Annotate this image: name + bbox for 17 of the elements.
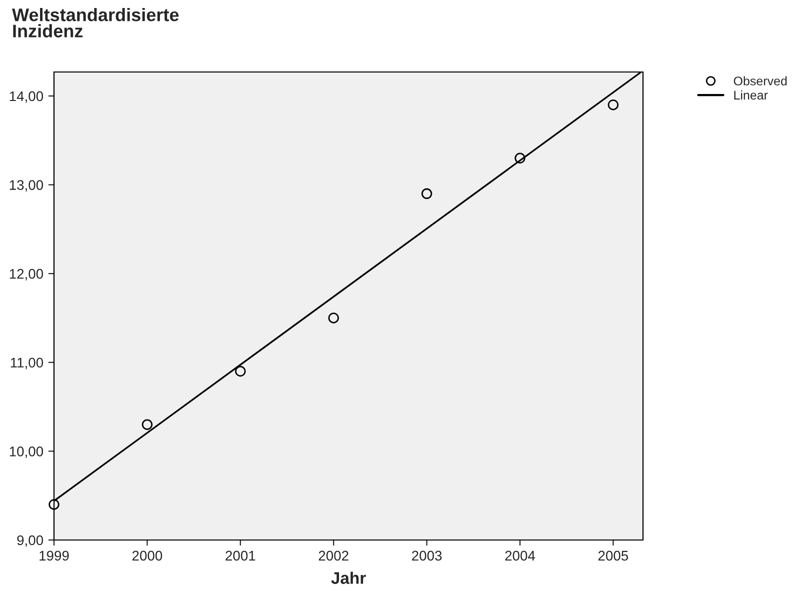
x-tick-label: 2002 [318,550,348,561]
x-tick-label: 2000 [132,550,162,561]
x-tick-label: 1999 [40,550,69,561]
legend-label: Observed [734,76,787,86]
x-tick-label: 2001 [226,550,256,561]
y-tick-label: 9,00 [17,535,44,547]
y-tick-label: 10,00 [10,446,44,458]
y-axis-title: Weltstandardisierte Inzidenz [12,8,179,38]
legend-label: Linear [734,90,768,100]
x-tick-label: 2005 [598,550,628,561]
x-tick-label: 2004 [505,550,536,561]
y-tick-label: 12,00 [10,268,44,280]
y-tick-label: 11,00 [10,358,44,370]
y-tick-label: 14,00 [10,91,44,103]
x-axis-title: Jahr [331,572,366,584]
y-tick-label: 13,00 [10,180,44,192]
x-tick-label: 2003 [412,550,442,561]
